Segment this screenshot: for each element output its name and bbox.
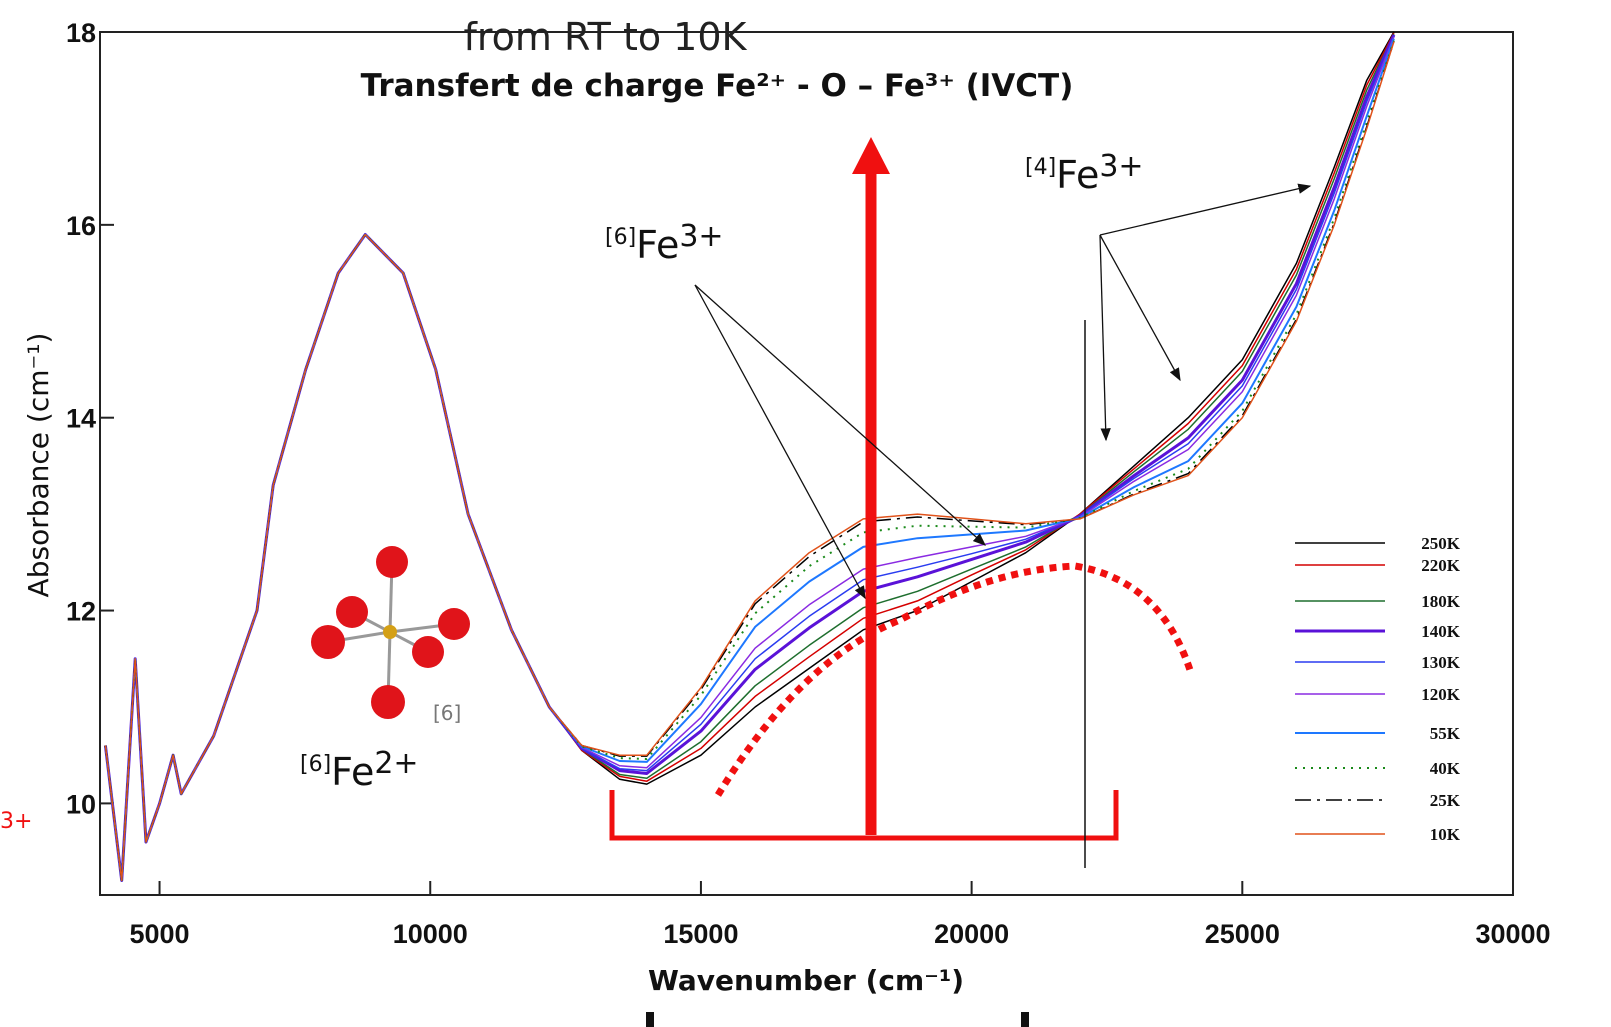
bracket bbox=[609, 790, 1119, 841]
legend-label: 55K bbox=[1430, 724, 1461, 743]
annotation-prefix: [4] bbox=[1025, 155, 1056, 180]
x-axis-label: Wavenumber (cm⁻¹) bbox=[648, 964, 964, 997]
arrows bbox=[694, 183, 1312, 600]
annotation-sup: 2+ bbox=[374, 746, 418, 781]
subtitle: from RT to 10K bbox=[464, 15, 748, 59]
legend-label: 120K bbox=[1421, 685, 1461, 704]
series-line bbox=[104, 41, 1395, 882]
molecule-label: [6] bbox=[433, 701, 461, 725]
legend-label: 250K bbox=[1421, 534, 1461, 553]
x-tick-label: 15000 bbox=[663, 919, 738, 949]
legend-label: 40K bbox=[1430, 759, 1461, 778]
series-line bbox=[104, 36, 1395, 882]
annotation: [4]Fe3+ bbox=[1025, 149, 1144, 197]
red-arrow-head bbox=[852, 137, 890, 174]
x-tick-label: 10000 bbox=[393, 919, 468, 949]
y-tick-label: 16 bbox=[66, 211, 96, 241]
legend-label: 130K bbox=[1421, 653, 1461, 672]
legend: 250K 220K 180K 140K 130K 120K 55K 40K 25K 10K bbox=[1295, 534, 1461, 844]
x-tick-label: 30000 bbox=[1475, 919, 1550, 949]
y-axis-label: Absorbance (cm⁻¹) bbox=[22, 333, 55, 598]
mark-fragment bbox=[1021, 1012, 1029, 1027]
mark-fragment bbox=[646, 1012, 654, 1027]
left-fragment: 3+ bbox=[0, 809, 32, 834]
annotation-main: Fe bbox=[1056, 153, 1099, 197]
x-tick-label: 5000 bbox=[130, 919, 190, 949]
legend-label: 180K bbox=[1421, 592, 1461, 611]
x-tick-label: 20000 bbox=[934, 919, 1009, 949]
molecule bbox=[311, 546, 470, 719]
series-line bbox=[103, 34, 1396, 882]
chart-title: Transfert de charge Fe²⁺ - O – Fe³⁺ (IVC… bbox=[361, 68, 1074, 104]
annotation-sup: 3+ bbox=[679, 219, 723, 254]
legend-label: 10K bbox=[1430, 825, 1461, 844]
legend-label: 25K bbox=[1430, 791, 1461, 810]
legend-label: 140K bbox=[1421, 622, 1461, 641]
series bbox=[103, 31, 1396, 882]
annotations: [6]Fe3+[4]Fe3+[6]Fe2+ bbox=[300, 149, 1144, 794]
annotation-main: Fe bbox=[636, 223, 679, 267]
ticks: 5000 10000 15000 20000 25000 30000 10 12 14 16 18 bbox=[66, 18, 1551, 949]
y-tick-label: 12 bbox=[66, 597, 96, 627]
series-line bbox=[104, 35, 1395, 882]
legend-label: 220K bbox=[1421, 556, 1461, 575]
annotation-main: Fe bbox=[331, 750, 374, 794]
annotation-prefix: [6] bbox=[605, 225, 636, 250]
plot-frame bbox=[99, 31, 1514, 896]
annotation: [6]Fe3+ bbox=[605, 219, 724, 267]
y-tick-label: 18 bbox=[66, 18, 96, 48]
annotation-sup: 3+ bbox=[1099, 149, 1143, 184]
annotation: [6]Fe2+ bbox=[300, 746, 419, 794]
dotted-arc bbox=[715, 562, 1194, 797]
series-line bbox=[104, 33, 1395, 882]
annotation-prefix: [6] bbox=[300, 752, 331, 777]
series-line bbox=[104, 41, 1395, 882]
x-tick-label: 25000 bbox=[1205, 919, 1280, 949]
y-tick-label: 14 bbox=[66, 404, 96, 434]
y-tick-label: 10 bbox=[66, 789, 96, 819]
